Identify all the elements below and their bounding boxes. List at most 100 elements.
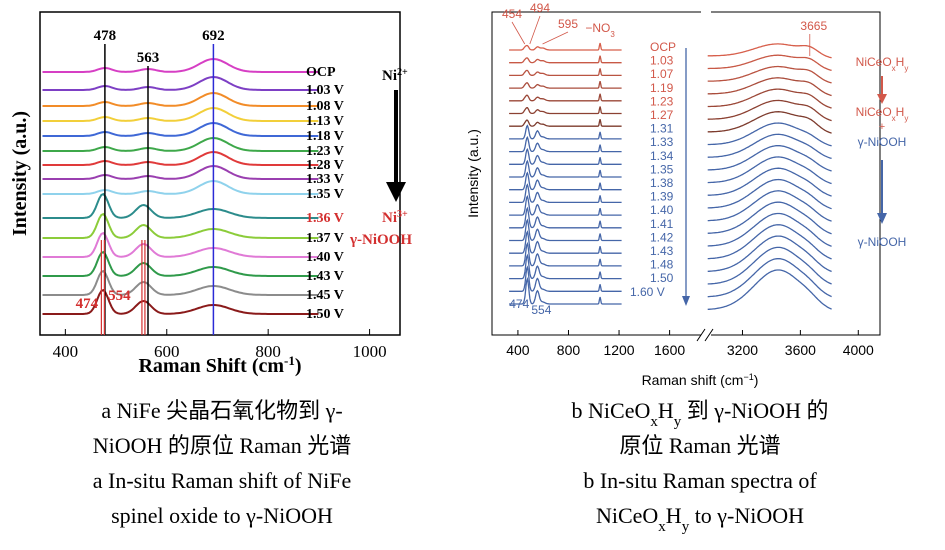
x-tick-label: 800 (255, 342, 281, 361)
spectrum (707, 246, 832, 285)
spectrum (509, 183, 622, 204)
spectrum (509, 42, 622, 51)
spectrum (42, 288, 319, 315)
caption-line-part: a In-situ Raman shift of NiFe (93, 468, 351, 493)
caption-line: a NiFe 尖晶石氧化物到 γ- (101, 398, 342, 423)
annotation-part: NiCeO (856, 55, 892, 69)
caption-line: b In-situ Raman spectra of (583, 468, 817, 493)
spectrum (42, 231, 319, 258)
x-axis-label-part: ) (295, 355, 302, 377)
annotation-part: x (892, 114, 896, 123)
curve-label: OCP (650, 40, 676, 54)
spectrum (707, 258, 832, 298)
curve-label: 1.31 (650, 122, 674, 136)
x-tick-label: 600 (154, 342, 180, 361)
x-tick-label: 400 (506, 342, 530, 358)
x-axis-label: Raman Shift (cm-1) (138, 353, 301, 378)
spectrum (42, 192, 319, 219)
spectrum (509, 277, 622, 305)
spectrum (509, 93, 622, 102)
spectrum (42, 150, 319, 166)
plot-frame (39, 11, 401, 336)
caption-line-part: to γ-NiOOH (689, 503, 804, 528)
peak-label: 554 (531, 303, 551, 317)
curve-label: 1.18 V (306, 129, 344, 144)
arrow-head (386, 182, 406, 202)
curve-label: 1.45 V (306, 288, 344, 303)
spectrum (509, 218, 622, 242)
annotation: Ni2+ (382, 67, 408, 85)
spectrum (509, 68, 622, 77)
spectrum (509, 241, 622, 267)
spectrum (42, 106, 319, 122)
caption-line: 原位 Raman 光谱 (619, 433, 780, 458)
curve-label: 1.42 (650, 230, 674, 244)
caption-line-part: H (666, 503, 682, 528)
annotation: γ-NiOOH (858, 235, 907, 249)
spectrum (707, 212, 832, 247)
caption-line-part: b In-situ Raman spectra of (583, 468, 817, 493)
curve-label: 1.08 V (306, 99, 344, 114)
annotation: γ-NiOOH (349, 232, 412, 248)
caption-line: spinel oxide to γ-NiOOH (111, 503, 333, 528)
caption-line-part: y (674, 414, 682, 430)
spectrum (707, 269, 832, 310)
spectrum (509, 230, 622, 254)
spectrum (707, 156, 832, 185)
caption-line-part: 到 γ-NiOOH 的 (681, 398, 828, 423)
spectrum (707, 77, 832, 97)
caption-line-part: a NiFe 尖晶石氧化物到 γ- (101, 398, 342, 423)
spectrum (707, 235, 832, 273)
spectrum (707, 111, 832, 134)
curve-label: 1.33 (650, 135, 674, 149)
curve-label: 1.38 (650, 176, 674, 190)
caption-line: b NiCeOxHy 到 γ-NiOOH 的 (572, 398, 829, 430)
peak-label: 595 (558, 17, 578, 31)
curve-label: 1.13 V (306, 114, 344, 129)
peak-label: 474 (509, 297, 529, 311)
y-axis-label: Intensity (a.u.) (9, 111, 31, 236)
spectrum (707, 190, 832, 222)
spectrum (509, 171, 622, 191)
x-tick-label: 3200 (727, 342, 758, 358)
spectrum (707, 144, 832, 172)
caption-line: NiCeOxHy to γ-NiOOH (596, 503, 804, 535)
peak-tick (529, 15, 541, 45)
curve-label: 1.43 V (306, 269, 344, 284)
annotation-part: NiCeO (856, 105, 892, 119)
curve-label: 1.40 V (306, 250, 344, 265)
curve-label: 1.40 (650, 203, 674, 217)
peak-tick (511, 21, 526, 45)
annotation-part: 3+ (397, 209, 408, 220)
curve-label: 1.39 (650, 190, 674, 204)
annotation: Ni3+ (382, 209, 408, 227)
x-tick-label: 800 (557, 342, 581, 358)
annotation: γ-NiOOH (858, 135, 907, 149)
curve-label: 1.41 (650, 217, 674, 231)
caption-line-part: NiCeO (596, 503, 658, 528)
peak-label: 563 (137, 50, 160, 66)
annotation: NiCeOxHy (856, 105, 909, 123)
spectrum (509, 119, 622, 127)
curve-label: 1.35 V (306, 187, 344, 202)
x-tick-label: 1200 (603, 342, 634, 358)
caption-line: a In-situ Raman shift of NiFe (93, 468, 351, 493)
x-tick-label: 400 (53, 342, 79, 361)
caption-line-part: NiOOH 的原位 Raman 光谱 (93, 433, 351, 458)
spectrum (707, 43, 832, 59)
spectrum (707, 133, 832, 160)
curve-label: 1.27 (650, 108, 674, 122)
x-axis-label-part: −1 (743, 372, 753, 382)
annotation: NiCeOxHy (856, 55, 909, 73)
peak-label: 692 (202, 28, 225, 44)
annotation-part: x (892, 64, 896, 73)
curve-label: 1.03 (650, 54, 674, 68)
peak-label: 474 (76, 296, 99, 312)
caption-line-part: H (658, 398, 674, 423)
curve-label: 1.50 V (306, 307, 344, 322)
spectrum (42, 91, 319, 107)
curve-label: 1.34 (650, 149, 674, 163)
peak-tick (542, 31, 569, 45)
spectrum (707, 167, 832, 197)
peak-label-part: 3 (610, 30, 615, 39)
